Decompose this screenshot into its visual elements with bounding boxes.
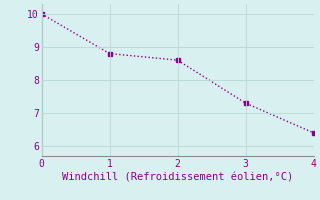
X-axis label: Windchill (Refroidissement éolien,°C): Windchill (Refroidissement éolien,°C) [62, 173, 293, 183]
